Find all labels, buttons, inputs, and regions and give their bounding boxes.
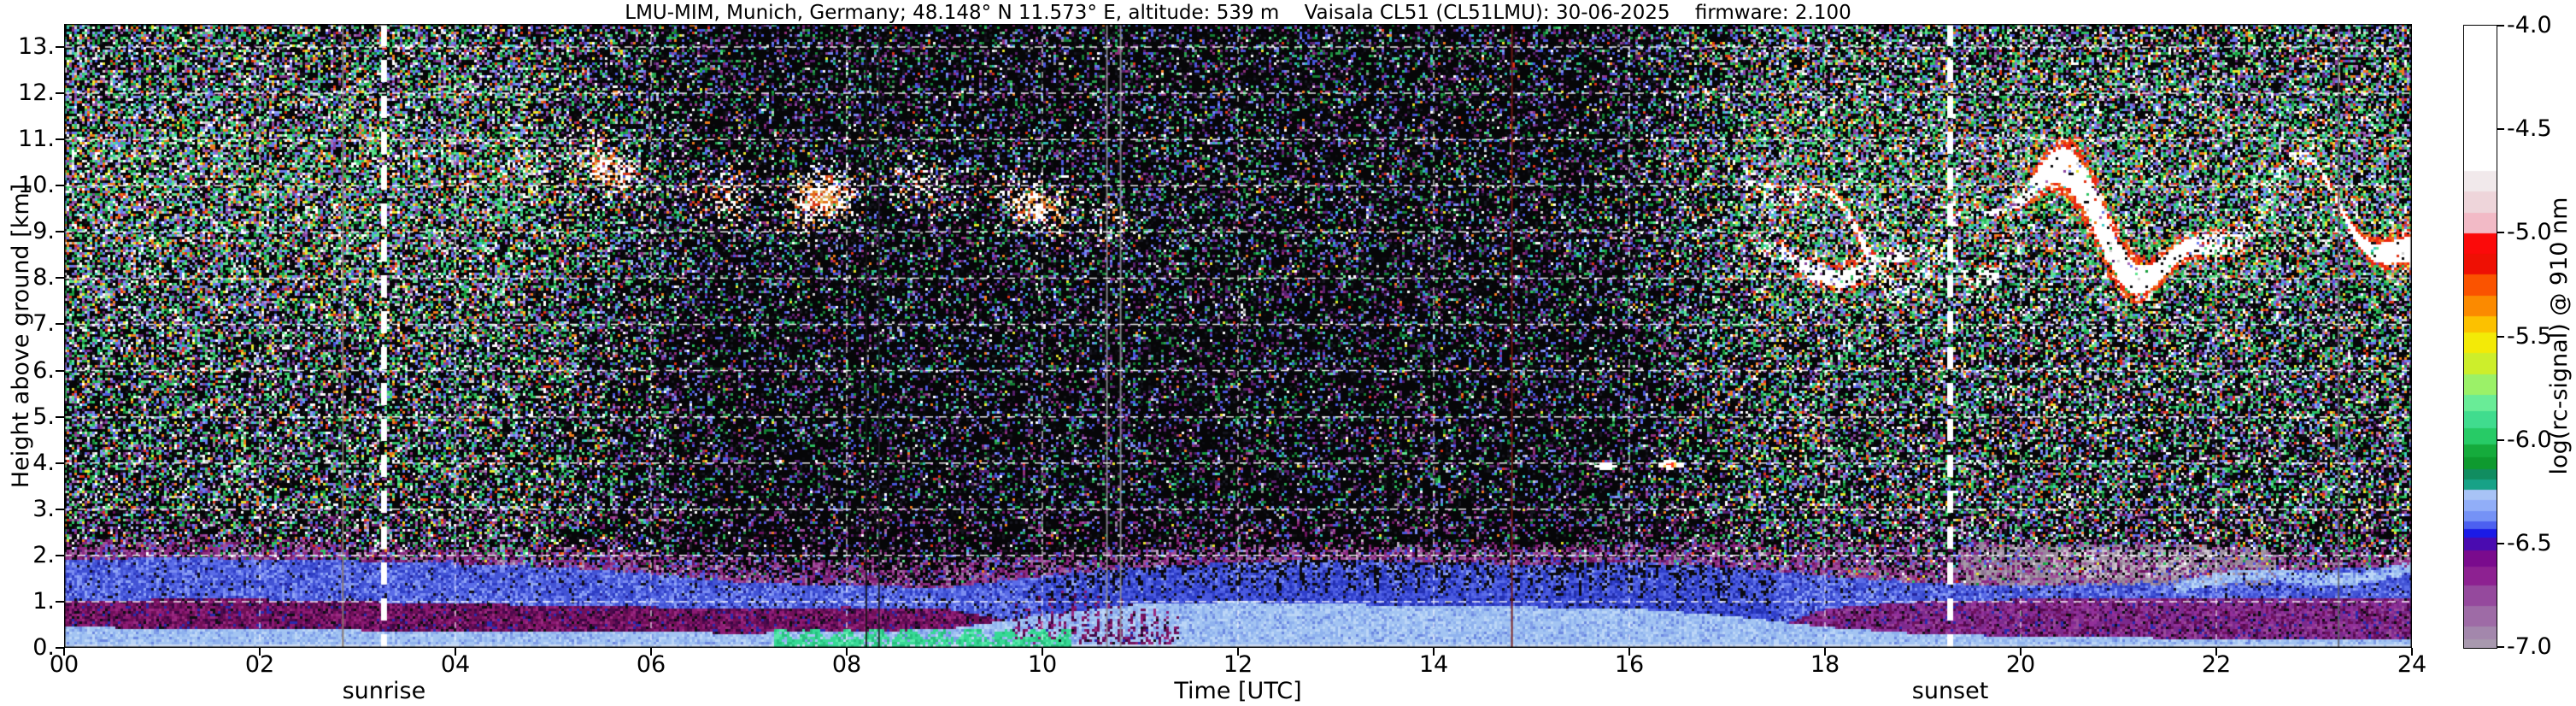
y-tick-label: 2.: [32, 541, 55, 568]
colorbar-tick-mark: [2497, 335, 2504, 338]
y-tick-mark: [56, 46, 64, 49]
x-axis-label: Time [UTC]: [1174, 678, 1302, 704]
y-tick-label: 6.: [32, 356, 55, 384]
y-tick-label: 1.: [32, 587, 55, 615]
y-tick-mark: [56, 462, 64, 464]
x-tick-mark: [846, 648, 848, 656]
y-tick-mark: [56, 231, 64, 233]
y-tick-mark: [56, 323, 64, 326]
x-tick-label: 02: [244, 651, 275, 678]
colorbar-tick-label: -6.0: [2507, 426, 2552, 453]
colorbar-tick-label: -4.0: [2507, 12, 2552, 38]
x-tick-mark: [2411, 648, 2413, 656]
y-tick-label: 0.: [32, 634, 55, 661]
y-tick-mark: [56, 369, 64, 372]
x-tick-label: 04: [440, 651, 471, 678]
colorbar-tick-label: -7.0: [2507, 633, 2552, 660]
x-tick-mark: [650, 648, 652, 656]
colorbar-tick-mark: [2497, 646, 2504, 648]
y-tick-label: 4.: [32, 449, 55, 476]
x-tick-mark: [2020, 648, 2021, 656]
x-tick-label: 00: [49, 651, 79, 678]
y-tick-label: 3.: [32, 495, 55, 522]
y-tick-mark: [56, 415, 64, 418]
colorbar-tick-mark: [2497, 128, 2504, 131]
y-tick-label: 5.: [32, 403, 55, 430]
x-tick-label: 06: [636, 651, 666, 678]
y-tick-label: 8.: [32, 264, 55, 291]
x-tick-label: 18: [1810, 651, 1840, 678]
y-tick-mark: [56, 277, 64, 279]
y-tick-label: 9.: [32, 218, 55, 245]
x-tick-label: 20: [2005, 651, 2036, 678]
y-tick-mark: [56, 138, 64, 141]
y-tick-mark: [56, 600, 64, 603]
x-tick-mark: [2215, 648, 2217, 656]
colorbar-tick-mark: [2497, 542, 2504, 544]
x-tick-mark: [1237, 648, 1239, 656]
x-tick-mark: [1824, 648, 1826, 656]
x-tick-label: 14: [1418, 651, 1449, 678]
plot-title: LMU-MIM, Munich, Germany; 48.148° N 11.5…: [625, 2, 1851, 24]
y-tick-mark: [56, 92, 64, 95]
y-tick-label: 11.: [18, 126, 55, 153]
heatmap-canvas: [64, 24, 2412, 648]
x-tick-mark: [259, 648, 261, 656]
x-tick-label: 16: [1614, 651, 1645, 678]
x-tick-label: 24: [2397, 651, 2427, 678]
x-tick-mark: [1042, 648, 1043, 656]
y-tick-mark: [56, 647, 64, 649]
y-tick-label: 7.: [32, 310, 55, 338]
colorbar-tick-label: -5.5: [2507, 322, 2552, 350]
x-tick-label: 12: [1223, 651, 1253, 678]
y-tick-mark: [56, 508, 64, 510]
sunset-annotation-label: sunset: [1911, 678, 1989, 704]
y-tick-label: 13.: [18, 33, 55, 61]
colorbar-canvas: [2463, 25, 2497, 649]
x-tick-label: 08: [831, 651, 862, 678]
y-tick-mark: [56, 185, 64, 187]
x-tick-mark: [455, 648, 456, 656]
x-tick-label: 22: [2201, 651, 2232, 678]
y-tick-mark: [56, 554, 64, 556]
colorbar-tick-mark: [2497, 25, 2504, 26]
y-tick-label: 10.: [18, 172, 55, 199]
x-tick-mark: [1433, 648, 1435, 656]
colorbar-tick-mark: [2497, 438, 2504, 441]
y-tick-label: 12.: [18, 79, 55, 107]
sunrise-annotation-label: sunrise: [342, 678, 426, 704]
colorbar-tick-label: -5.0: [2507, 219, 2552, 246]
x-tick-mark: [1628, 648, 1630, 656]
x-tick-mark: [63, 648, 65, 656]
x-tick-label: 10: [1027, 651, 1058, 678]
colorbar-tick-label: -6.5: [2507, 529, 2552, 556]
colorbar-tick-label: -4.5: [2507, 115, 2552, 143]
colorbar-tick-mark: [2497, 232, 2504, 234]
